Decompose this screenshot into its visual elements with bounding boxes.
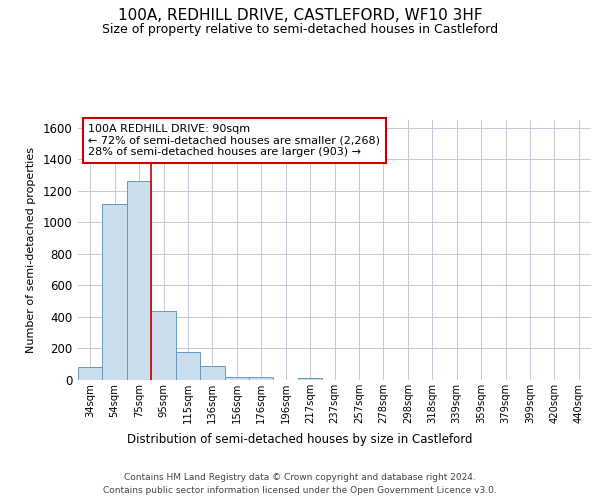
Bar (298, 378, 322, 380)
Bar (176, 352, 200, 380)
Bar (151, 312, 176, 380)
Text: Size of property relative to semi-detached houses in Castleford: Size of property relative to semi-detach… (102, 22, 498, 36)
Bar (78, 366, 103, 380)
Bar (127, 182, 151, 380)
Bar (249, 376, 274, 380)
Bar (224, 376, 249, 380)
Text: 100A, REDHILL DRIVE, CASTLEFORD, WF10 3HF: 100A, REDHILL DRIVE, CASTLEFORD, WF10 3H… (118, 8, 482, 22)
Y-axis label: Number of semi-detached properties: Number of semi-detached properties (26, 147, 36, 353)
Text: 100A REDHILL DRIVE: 90sqm
← 72% of semi-detached houses are smaller (2,268)
28% : 100A REDHILL DRIVE: 90sqm ← 72% of semi-… (88, 124, 380, 157)
Bar (200, 366, 224, 380)
Text: Contains HM Land Registry data © Crown copyright and database right 2024.: Contains HM Land Registry data © Crown c… (124, 472, 476, 482)
Text: Contains public sector information licensed under the Open Government Licence v3: Contains public sector information licen… (103, 486, 497, 495)
Bar (103, 204, 127, 380)
Text: Distribution of semi-detached houses by size in Castleford: Distribution of semi-detached houses by … (127, 432, 473, 446)
